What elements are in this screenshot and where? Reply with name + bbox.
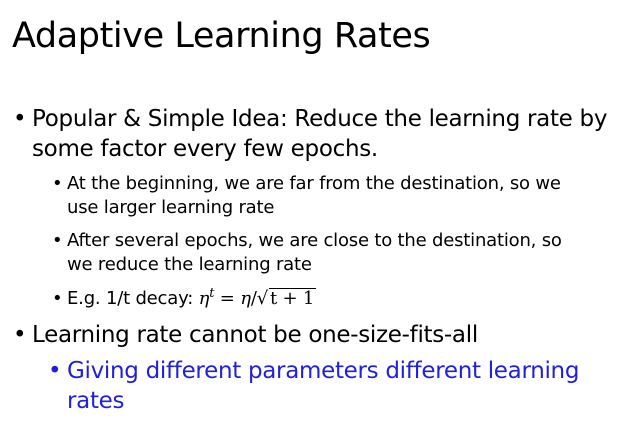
subbullet-text-line: At the beginning, we are far from the de… — [67, 173, 561, 194]
subbullet-text-line: we reduce the learning rate — [67, 254, 312, 275]
slide-title: Adaptive Learning Rates — [12, 16, 431, 56]
decay-example-prefix: E.g. 1/t decay: — [67, 288, 194, 309]
subbullet-beginning: • At the beginning, we are far from the … — [52, 172, 561, 220]
subbullet-different-parameters: • Giving different parameters different … — [48, 356, 580, 416]
bullet-popular-idea: • Popular & Simple Idea: Reduce the lear… — [13, 104, 608, 164]
bullet-text-line: some factor every few epochs. — [32, 136, 378, 162]
subbullet-text-line: rates — [67, 388, 125, 414]
formula-radicand: t + 1 — [268, 288, 317, 309]
bullet-marker: • — [13, 106, 27, 132]
subbullet-text-line: use larger learning rate — [67, 197, 275, 218]
formula-superscript-t: t — [209, 286, 215, 301]
bullet-text-line: Popular & Simple Idea: Reduce the learni… — [32, 106, 608, 132]
subbullet-several-epochs: • After several epochs, we are close to … — [52, 229, 562, 277]
subbullet-decay-example: • E.g. 1/t decay: ηt = η/√ t + 1 — [52, 286, 317, 311]
bullet-marker: • — [13, 322, 27, 348]
formula-slash: / — [250, 288, 257, 309]
formula-radical: √ — [256, 288, 268, 309]
bullet-marker: • — [52, 288, 63, 309]
formula-equals: = — [219, 288, 235, 309]
formula-eta: η — [198, 288, 210, 309]
subbullet-text-line: After several epochs, we are close to th… — [67, 230, 562, 251]
bullet-one-size: • Learning rate cannot be one-size-fits-… — [13, 320, 478, 350]
bullet-marker: • — [52, 173, 63, 194]
decay-formula: ηt = η/√ t + 1 — [198, 286, 317, 309]
bullet-marker: • — [48, 358, 62, 384]
subbullet-text-line: Giving different parameters different le… — [67, 358, 580, 384]
bullet-marker: • — [52, 230, 63, 251]
bullet-text-line: Learning rate cannot be one-size-fits-al… — [32, 322, 478, 348]
decay-example-line: E.g. 1/t decay: ηt = η/√ t + 1 — [67, 286, 317, 311]
formula-eta-2: η — [240, 288, 251, 309]
